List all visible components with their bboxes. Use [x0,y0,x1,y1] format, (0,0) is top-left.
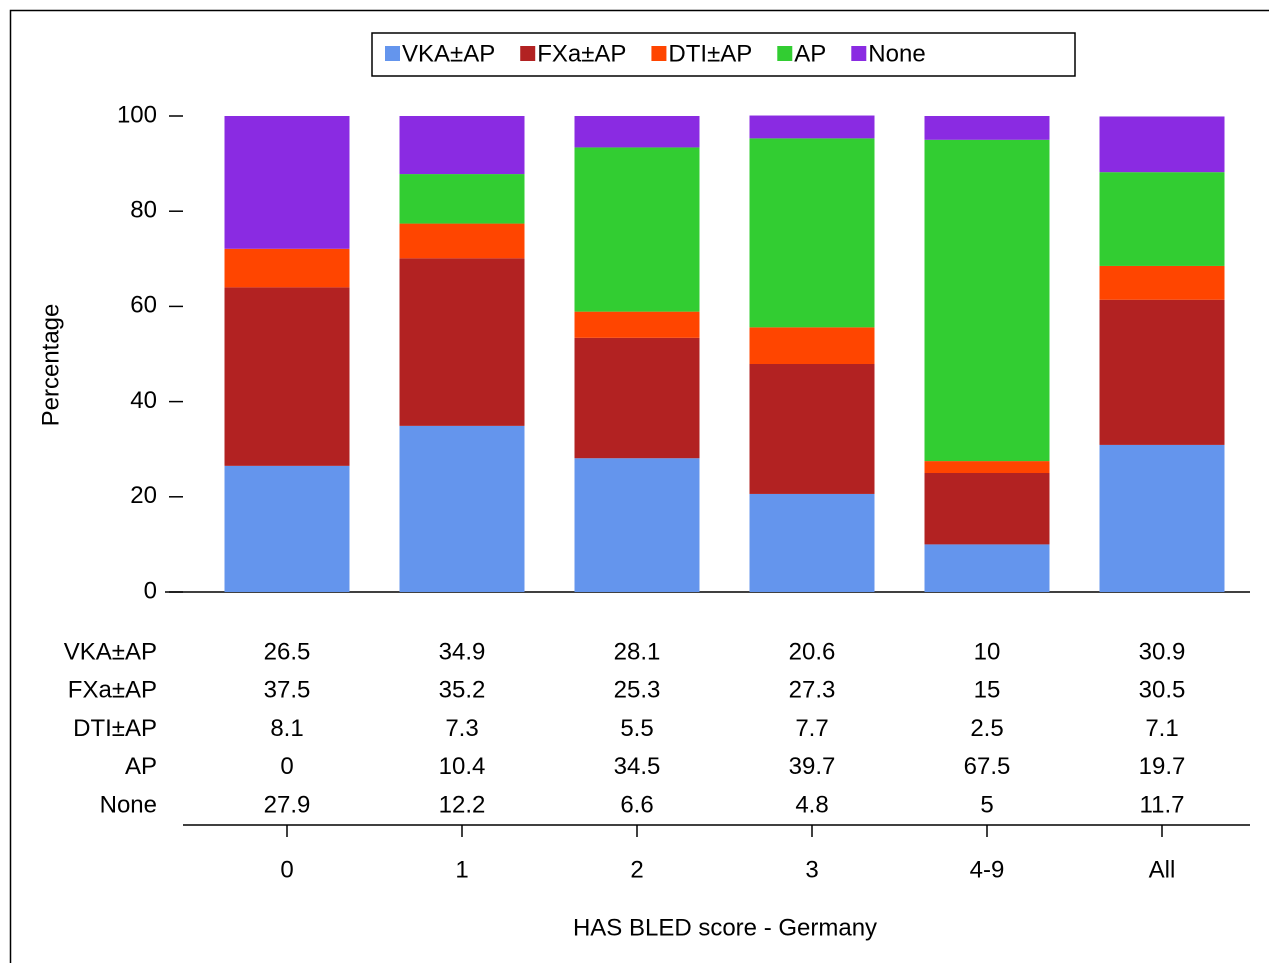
table-cell: 27.3 [789,677,836,704]
table-cell: 34.9 [439,638,486,665]
legend-swatch [851,46,867,61]
bar-segment [574,337,700,459]
table-cell: 27.9 [264,792,311,819]
bar-segment [399,223,525,259]
legend-label: AP [794,40,826,67]
bar-segment [924,473,1050,545]
bar-segment [399,116,525,175]
legend-swatch [777,46,793,61]
y-tick-label: 0 [144,577,157,604]
bar-segment [1099,444,1225,592]
frame [9,9,1269,963]
bar-segment [399,425,525,592]
legend-label: FXa±AP [537,40,626,67]
table-row-label: FXa±AP [68,677,157,704]
table-row-label: DTI±AP [73,715,157,742]
table-cell: 10 [974,638,1001,665]
table-row-label: VKA±AP [64,638,157,665]
bar-segment [224,287,350,466]
x-tick-label: 4-9 [970,856,1005,883]
y-axis-title: Percentage [37,304,64,427]
table-cell: 5 [980,792,993,819]
table-cell: 7.1 [1145,715,1178,742]
table-cell: 30.9 [1139,638,1186,665]
table-cell: 37.5 [264,677,311,704]
legend-swatch [520,46,536,61]
bar-segment [224,116,350,249]
table-row-label: AP [125,753,157,780]
table-cell: 34.5 [614,753,661,780]
bar-segment [1099,116,1225,173]
table-cell: 15 [974,677,1001,704]
bar-segment [574,311,700,338]
table-cell: 28.1 [614,638,661,665]
table-cell: 20.6 [789,638,836,665]
bar-segment [1099,265,1225,300]
table-cell: 19.7 [1139,753,1186,780]
table-cell: 10.4 [439,753,486,780]
table-cell: 2.5 [970,715,1003,742]
bar-segment [399,174,525,224]
table-cell: 35.2 [439,677,486,704]
legend-box [371,32,1076,77]
legend-swatch [651,46,667,61]
bar-segment [749,493,875,592]
bar-segment [924,461,1050,473]
legend-swatch [385,46,400,61]
legend-label: DTI±AP [668,40,752,67]
bar-segment [924,116,1050,140]
y-tick-label: 40 [130,387,157,414]
table-row-label: None [100,792,157,819]
bar-segment [749,138,875,328]
x-tick-label: 0 [280,856,293,883]
y-tick-label: 100 [117,101,157,128]
table-cell: 67.5 [964,753,1011,780]
x-tick-label: 2 [630,856,643,883]
table-cell: 0 [280,753,293,780]
bar-segment [924,139,1050,462]
y-tick-label: 20 [130,482,157,509]
table-cell: 12.2 [439,792,486,819]
y-tick-label: 60 [130,292,157,319]
table-cell: 8.1 [270,715,303,742]
bar-segment [574,147,700,312]
bar-segment [924,544,1050,592]
bar-segment [1099,172,1225,266]
bar-segment [749,363,875,494]
bar-segment [224,248,350,288]
table-cell: 4.8 [795,792,828,819]
x-tick-label: All [1149,856,1176,883]
table-cell: 7.7 [795,715,828,742]
bar-segment [399,258,525,426]
table-cell: 30.5 [1139,677,1186,704]
legend-label: None [868,40,925,67]
y-tick-label: 80 [130,197,157,224]
x-axis-title: HAS BLED score - Germany [573,914,877,941]
table-cell: 25.3 [614,677,661,704]
table-cell: 39.7 [789,753,836,780]
bar-segment [749,115,875,139]
table-cell: 5.5 [620,715,653,742]
bar-segment [749,327,875,364]
bar-segment [1099,299,1225,445]
table-cell: 6.6 [620,792,653,819]
x-tick-label: 3 [805,856,818,883]
x-tick-label: 1 [455,856,468,883]
table-cell: 11.7 [1140,792,1185,819]
bar-segment [224,465,350,592]
table-cell: 7.3 [445,715,478,742]
legend-label: VKA±AP [402,40,495,67]
bar-segment [574,116,700,148]
table-cell: 26.5 [264,638,311,665]
bar-segment [574,458,700,592]
